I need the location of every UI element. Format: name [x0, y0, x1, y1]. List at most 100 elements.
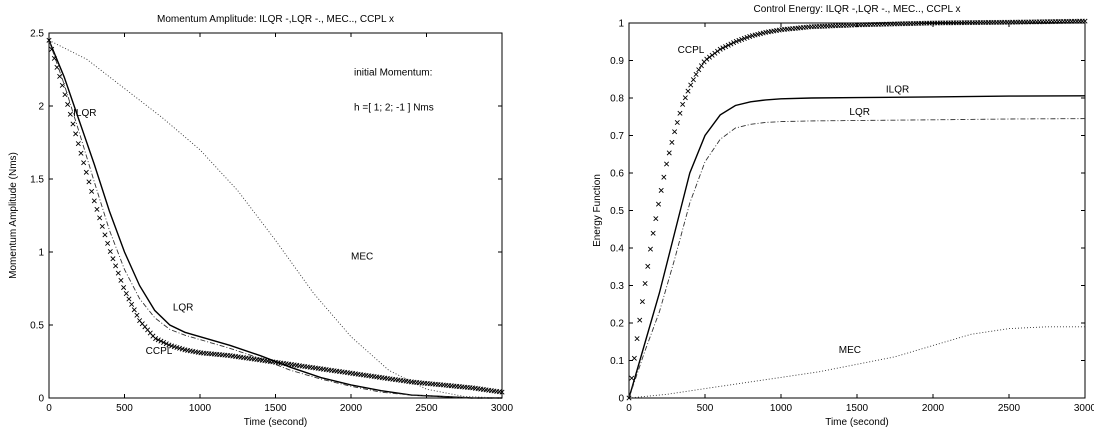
ccpl-point [51, 55, 57, 61]
ccpl-point [113, 263, 119, 269]
ccpl-point [158, 338, 164, 344]
chart-title: Control Energy: ILQR -,LQR -., MEC.., CC… [754, 4, 961, 15]
ccpl-point [653, 216, 659, 222]
ccpl-point [59, 82, 65, 88]
series-label-mec: MEC [351, 251, 373, 262]
ccpl-point [131, 307, 137, 313]
axis-ticks: 0 500 1000 1500 2000 2500 3000 0 0.5 1 1.5 2 2.5 [30, 29, 513, 415]
x-tick-label: 3000 [1074, 403, 1094, 414]
y-tick-label: 0.8 [610, 94, 624, 105]
ccpl-point [714, 48, 721, 54]
ccpl-point [46, 37, 52, 43]
x-axis-label: Time (second) [244, 417, 308, 428]
ccpl-point [86, 179, 92, 185]
initial-momentum-value: h =[ 1; 2; -1 ] Nms [354, 102, 434, 113]
x-tick-label: 500 [116, 403, 133, 414]
series-lqr [628, 118, 1086, 399]
ccpl-point [629, 375, 635, 381]
ccpl-point [696, 67, 702, 73]
y-tick-label: 0.3 [610, 281, 624, 292]
ccpl-point [650, 230, 656, 236]
ccpl-point [155, 337, 161, 343]
ccpl-point [642, 280, 648, 287]
ccpl-point [704, 56, 710, 62]
ccpl-point [89, 188, 95, 194]
ccpl-point [682, 95, 688, 101]
series-ccpl [46, 37, 505, 395]
ccpl-point [163, 341, 169, 347]
ccpl-point [126, 296, 132, 302]
ccpl-point [65, 101, 71, 107]
series-group [626, 18, 1088, 401]
y-axis-label: Momentum Amplitude (Nms) [8, 152, 19, 279]
ccpl-point [666, 150, 672, 156]
series-label-ilqr: ILQR [886, 84, 909, 95]
ccpl-point [728, 41, 734, 47]
ccpl-point [102, 232, 108, 238]
ccpl-point [78, 150, 84, 156]
y-tick-label: 1 [618, 19, 624, 30]
ccpl-point [81, 160, 87, 166]
ccpl-point [107, 248, 113, 255]
y-tick-label: 0 [38, 394, 44, 405]
y-tick-label: 0.2 [610, 319, 624, 330]
ccpl-point [153, 336, 159, 342]
axis-ticks: 0 500 1000 1500 2000 2500 3000 0 0.1 0.2 0.3 0.4 0.5… [610, 19, 1094, 415]
ccpl-point [94, 206, 100, 212]
ccpl-point [73, 131, 79, 137]
ccpl-point [674, 119, 680, 126]
ccpl-point [690, 77, 696, 83]
ccpl-point [123, 291, 129, 297]
ccpl-point [99, 223, 105, 229]
y-tick-label: 2 [38, 102, 44, 113]
ccpl-point [637, 317, 643, 323]
series-label-ccpl: CCPL [146, 346, 173, 357]
ccpl-point [118, 277, 124, 283]
ccpl-point [744, 34, 750, 40]
series-label-lqr: LQR [849, 107, 870, 118]
plot-frame [48, 32, 503, 399]
ccpl-point [70, 121, 76, 127]
ccpl-point [631, 355, 637, 361]
y-tick-label: 0.5 [610, 206, 624, 217]
ccpl-point [712, 50, 718, 56]
y-tick-label: 0.4 [610, 244, 624, 255]
y-tick-label: 0.9 [610, 56, 624, 67]
ccpl-point [161, 339, 167, 345]
ccpl-point [97, 215, 103, 221]
ccpl-point [717, 46, 723, 52]
ccpl-point [639, 299, 645, 305]
ccpl-point [121, 285, 127, 291]
ccpl-point [688, 82, 694, 88]
ccpl-point [693, 71, 699, 77]
ccpl-point [685, 88, 691, 94]
series-label-lqr: LQR [173, 302, 194, 313]
ccpl-point [677, 110, 683, 116]
series-ilqr [48, 40, 502, 399]
series-labels: ILQR LQR MEC CCPL [73, 108, 373, 357]
ccpl-point [698, 63, 704, 69]
chart-title: Momentum Amplitude: ILQR -,LQR -., MEC..… [157, 14, 394, 25]
ccpl-point [664, 161, 670, 167]
ccpl-point [1082, 18, 1088, 24]
ccpl-point [672, 129, 678, 135]
x-tick-label: 2500 [998, 403, 1021, 414]
control-energy-chart: Control Energy: ILQR -,LQR -., MEC.., CC… [592, 4, 1094, 428]
ccpl-point [499, 389, 505, 395]
y-tick-label: 0 [618, 394, 624, 405]
series-label-ilqr: ILQR [73, 108, 96, 119]
x-tick-label: 1500 [264, 403, 287, 414]
ccpl-point [741, 35, 747, 41]
ccpl-point [75, 141, 81, 147]
series-mec [48, 39, 503, 399]
series-labels: CCPL ILQR LQR MEC [678, 45, 910, 356]
series-group [46, 37, 505, 399]
y-tick-label: 1.5 [30, 175, 44, 186]
ccpl-point [725, 42, 731, 48]
ccpl-point [723, 44, 729, 50]
plot-frame [628, 22, 1086, 399]
y-tick-label: 0.7 [610, 131, 624, 142]
ccpl-point [67, 111, 73, 117]
ccpl-point [105, 240, 111, 246]
